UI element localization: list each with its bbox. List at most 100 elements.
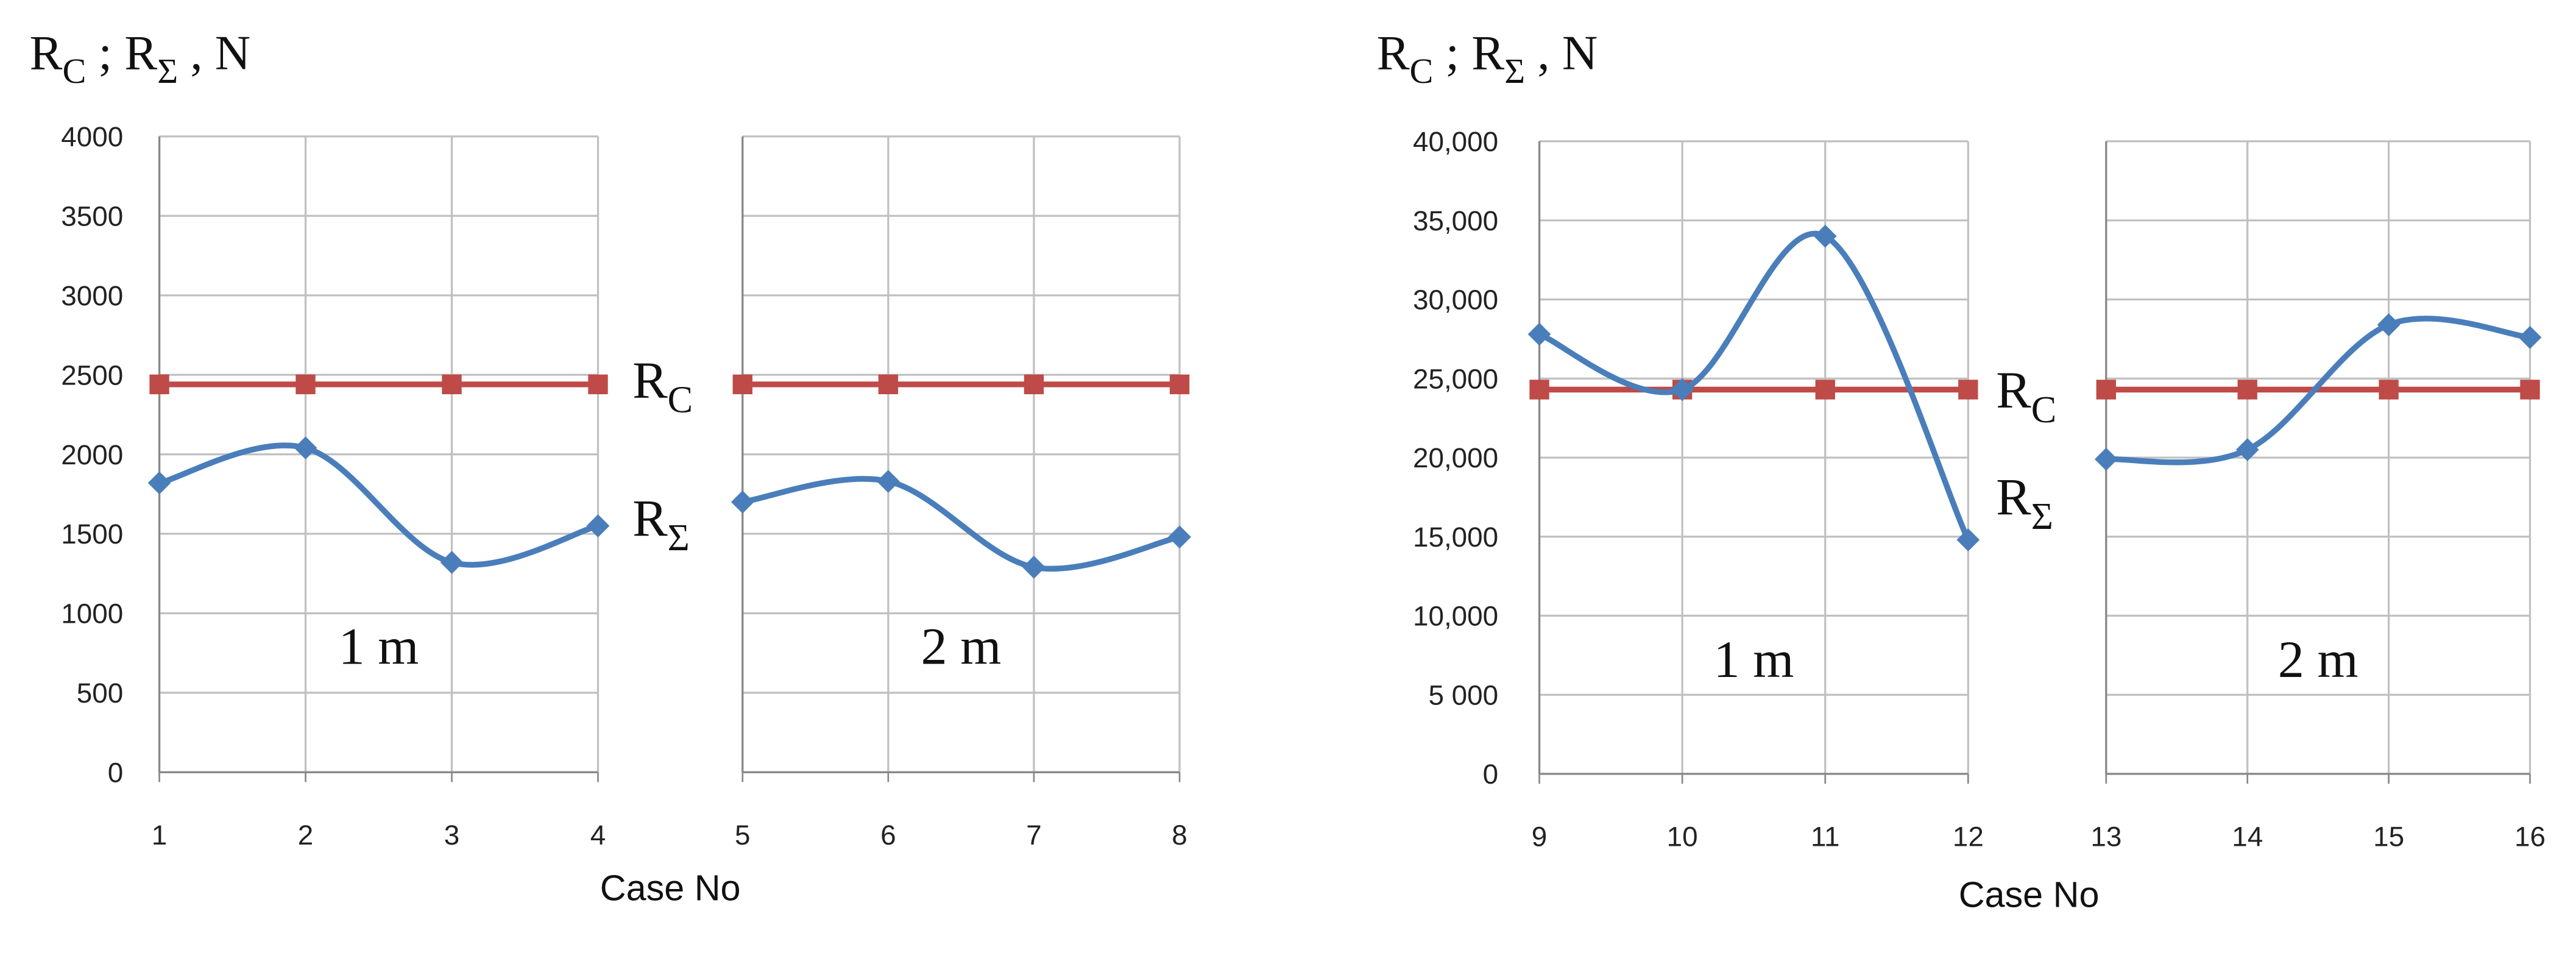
point-marker bbox=[147, 471, 171, 495]
y-tick-label: 1000 bbox=[61, 598, 123, 629]
y-tick-label: 10,000 bbox=[1413, 601, 1498, 632]
point-marker bbox=[149, 374, 169, 394]
series-label: RΣ bbox=[632, 489, 690, 559]
point-marker bbox=[442, 374, 462, 394]
y-tick-label: 15,000 bbox=[1413, 522, 1498, 553]
point-marker bbox=[878, 374, 899, 394]
point-marker bbox=[2518, 325, 2542, 349]
point-marker bbox=[440, 551, 464, 574]
y-tick-label: 0 bbox=[108, 757, 124, 788]
x-axis-label: Case No bbox=[1959, 874, 2100, 915]
subscript: Σ bbox=[1504, 51, 1525, 91]
point-marker bbox=[2235, 438, 2259, 461]
y-tick-label: 0 bbox=[1483, 759, 1499, 790]
panel-label: 2 m bbox=[2278, 630, 2358, 689]
panel-label: 1 m bbox=[1714, 630, 1794, 689]
y-tick-label: 500 bbox=[77, 678, 123, 709]
x-tick-label: 2 bbox=[298, 820, 314, 851]
point-marker bbox=[1022, 555, 1046, 579]
point-marker bbox=[1671, 378, 1694, 402]
panel-label: 1 m bbox=[339, 617, 419, 675]
series-line bbox=[158, 442, 599, 568]
x-tick-label: 6 bbox=[880, 820, 896, 851]
x-tick-label: 11 bbox=[1811, 821, 1840, 852]
subscript: Σ bbox=[668, 517, 690, 559]
point-marker bbox=[1527, 322, 1551, 346]
subscript: C bbox=[2031, 389, 2056, 431]
text-part: , N bbox=[178, 26, 250, 80]
y-tick-label: 20,000 bbox=[1413, 442, 1498, 473]
x-tick-label: 12 bbox=[1953, 821, 1984, 852]
y-tick-label: 30,000 bbox=[1413, 285, 1498, 316]
x-tick-label: 1 bbox=[152, 820, 167, 851]
axis-title: RC ; RΣ , N bbox=[30, 26, 251, 91]
text-part: R bbox=[632, 489, 668, 547]
subscript: C bbox=[1410, 51, 1434, 91]
subscript: C bbox=[62, 51, 86, 91]
point-marker bbox=[1815, 380, 1835, 400]
point-marker bbox=[1169, 374, 1190, 394]
y-tick-label: 2000 bbox=[61, 439, 123, 470]
point-marker bbox=[2237, 380, 2257, 400]
y-tick-label: 5 000 bbox=[1428, 679, 1498, 710]
text-part: ; R bbox=[1433, 26, 1504, 80]
x-tick-label: 16 bbox=[2514, 821, 2546, 852]
series-line bbox=[2106, 316, 2531, 466]
series-line bbox=[742, 476, 1181, 572]
point-marker bbox=[732, 374, 752, 394]
point-marker bbox=[294, 436, 317, 460]
point-marker bbox=[1529, 380, 1549, 400]
point-marker bbox=[1958, 380, 1978, 400]
point-marker bbox=[2096, 380, 2116, 400]
series-label: RC bbox=[1996, 361, 2056, 431]
panel-label: 2 m bbox=[921, 617, 1002, 675]
x-tick-label: 13 bbox=[2090, 821, 2121, 852]
x-tick-label: 4 bbox=[590, 820, 606, 851]
x-tick-label: 8 bbox=[1172, 820, 1187, 851]
x-tick-label: 9 bbox=[1532, 821, 1548, 852]
y-tick-label: 35,000 bbox=[1413, 205, 1498, 236]
subscript: C bbox=[668, 380, 693, 421]
point-marker bbox=[1024, 374, 1044, 394]
subscript: Σ bbox=[2031, 496, 2053, 537]
point-marker bbox=[295, 374, 316, 394]
point-marker bbox=[1168, 525, 1191, 549]
text-part: R bbox=[1996, 361, 2031, 419]
x-tick-label: 10 bbox=[1667, 821, 1698, 852]
text-part: , N bbox=[1525, 26, 1598, 80]
x-tick-label: 5 bbox=[735, 820, 751, 851]
series-line bbox=[1538, 230, 1971, 541]
axis-title: RC ; RΣ , N bbox=[1377, 26, 1598, 91]
series-label: RΣ bbox=[1996, 467, 2053, 537]
text-part: R bbox=[1996, 467, 2031, 526]
y-tick-label: 2500 bbox=[61, 360, 123, 391]
x-axis-label: Case No bbox=[600, 868, 741, 909]
x-tick-label: 14 bbox=[2232, 821, 2263, 852]
y-tick-label: 3000 bbox=[61, 280, 123, 311]
y-tick-label: 40,000 bbox=[1413, 126, 1498, 157]
series-label: RC bbox=[632, 351, 693, 421]
text-part: ; R bbox=[86, 26, 157, 80]
text-part: R bbox=[1377, 26, 1410, 80]
y-tick-label: 4000 bbox=[61, 121, 123, 152]
point-marker bbox=[1813, 224, 1837, 248]
point-marker bbox=[1956, 528, 1980, 551]
point-marker bbox=[586, 514, 610, 537]
y-tick-label: 1500 bbox=[61, 519, 123, 550]
text-part: R bbox=[30, 26, 63, 80]
x-tick-label: 3 bbox=[444, 820, 460, 851]
point-marker bbox=[2094, 447, 2118, 471]
point-marker bbox=[2377, 313, 2401, 336]
point-marker bbox=[2520, 380, 2540, 400]
point-marker bbox=[2379, 380, 2399, 400]
point-marker bbox=[876, 470, 900, 493]
x-tick-label: 15 bbox=[2373, 821, 2404, 852]
point-marker bbox=[588, 374, 608, 394]
text-part: R bbox=[632, 351, 668, 409]
subscript: Σ bbox=[157, 51, 178, 91]
y-tick-label: 25,000 bbox=[1413, 363, 1498, 394]
x-tick-label: 7 bbox=[1026, 820, 1042, 851]
y-tick-label: 3500 bbox=[61, 200, 123, 232]
